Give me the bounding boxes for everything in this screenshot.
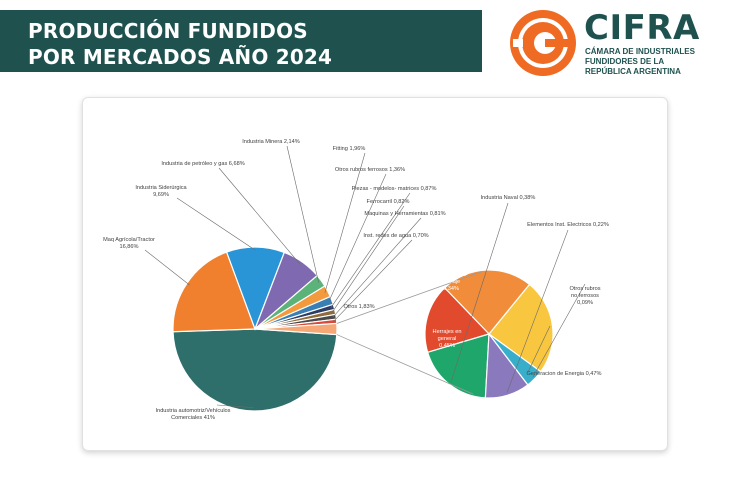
label-main-otros-1-83: Otros 1,83% bbox=[343, 304, 374, 310]
title-banner: PRODUCCIÓN FUNDIDOS POR MERCADOS AÑO 202… bbox=[0, 10, 482, 72]
logo-subtitle-line-1: CÁMARA DE INDUSTRIALES bbox=[585, 47, 695, 56]
label-main-industria-minera-2-14: Industria Minera 2,14% bbox=[242, 139, 300, 145]
leader-line-otros-rubros-ferrosos-1-36 bbox=[328, 173, 387, 302]
label-main-ferrocarril-0-82: Ferrocarril 0,82% bbox=[367, 199, 410, 205]
leader-line-inst-redes-de-agua-0-70 bbox=[333, 239, 413, 322]
label-secondary-herrajes-en-general-0-45: Herrajes en general 0,45% bbox=[433, 329, 462, 349]
slice-secondary-linea-blanca-menaje-0-34 bbox=[424, 286, 491, 354]
label-main-otros-rubros-ferrosos-1-36: Otros rubros ferrosos 1,36% bbox=[335, 167, 405, 173]
label-secondary-elementos-inst-electricos-0-22: Elementos Inst. Electricos 0,22% bbox=[527, 222, 609, 228]
label-secondary-generacion-de-energia-0-47: Generacion de Energia 0,47% bbox=[527, 371, 602, 377]
chart-panel: Industria automotriz/Vehículos Comerciale… bbox=[82, 97, 668, 451]
label-secondary-otros-rubros-no-ferrosos-0-09: Otros rubros no ferrosos 0,09% bbox=[569, 286, 600, 306]
slice-secondary-generacion-de-energia-0-47 bbox=[488, 283, 554, 373]
label-secondary-linea-blanca-menaje-0-34: Linea blanca-menaje 0,34% bbox=[434, 272, 468, 292]
cifra-c-logo-icon bbox=[510, 10, 576, 76]
slice-secondary-otros-rubros-no-ferrosos-0-09 bbox=[488, 333, 542, 386]
slice-main-otros-1-83 bbox=[254, 322, 338, 336]
label-main-industria-de-petroleo-y-gas-6-68: Industria de petróleo y gas 6,68% bbox=[161, 161, 244, 167]
label-main-inst-redes-de-agua-0-70: Inst. redes de agua 0,70% bbox=[363, 233, 428, 239]
leader-line-industria-automotriz-vehiculos-comerciales-41 bbox=[216, 404, 254, 408]
label-main-maquinas-y-herramientas-0-81: Maquinas y Herramientas 0,81% bbox=[364, 211, 445, 217]
label-main-industria-siderurgica-9-69: Industria Siderúrgica 9,69% bbox=[135, 185, 187, 198]
leader-line-otros-rubros-no-ferrosos-0-09 bbox=[532, 283, 586, 378]
slice-main-industria-automotriz-vehiculos-comerciales-41 bbox=[172, 328, 338, 412]
leader-line-industria-minera-2-14 bbox=[286, 145, 319, 283]
leader-line-maquinas-y-herramientas-0-81 bbox=[332, 217, 422, 318]
logo-subtitle-line-2: FUNDIDORES DE LA bbox=[585, 57, 665, 66]
connector-line-bottom bbox=[336, 334, 474, 395]
logo-wordmark: CIFRA bbox=[584, 8, 700, 48]
slice-secondary-industria-naval-0-38 bbox=[426, 333, 490, 399]
label-main-industria-automotriz-vehiculos-comerciales-41: Industria automotriz/Vehículos Comerciale… bbox=[156, 408, 231, 421]
leader-line-ferrocarril-0-82 bbox=[331, 205, 405, 313]
page-title-line-1: PRODUCCIÓN FUNDIDOS bbox=[28, 19, 308, 43]
leader-line-fitting-1-96 bbox=[324, 152, 366, 293]
label-main-maq-agricola-tractor-16-86: Maq Agrícola/Tractor 16,86% bbox=[103, 237, 155, 250]
label-main-fitting-1-96: Fitting 1,96% bbox=[333, 146, 366, 152]
leader-line-industria-de-petroleo-y-gas-6-68 bbox=[218, 167, 301, 265]
leader-line-maq-agricola-tractor-16-86 bbox=[144, 249, 190, 286]
logo-subtitle-line-3: REPÚBLICA ARGENTINA bbox=[585, 67, 681, 76]
leader-line-generacion-de-energia-0-47 bbox=[527, 325, 551, 373]
connector-line-top bbox=[336, 271, 482, 324]
cifra-logo: CIFRA CÁMARA DE INDUSTRIALES FUNDIDORES … bbox=[508, 6, 723, 82]
label-main-piezas-modelos-matrices-0-87: Piezas - modelos- matrices 0,87% bbox=[352, 186, 437, 192]
leader-line-elementos-inst-electricos-0-22 bbox=[506, 229, 569, 393]
label-secondary-industria-naval-0-38: Industria Naval 0,38% bbox=[481, 195, 536, 201]
leader-line-industria-naval-0-38 bbox=[450, 202, 509, 383]
leader-line-piezas-modelos-matrices-0-87 bbox=[330, 192, 411, 308]
pie-of-pie-chart: Industria automotriz/Vehículos Comerciale… bbox=[103, 139, 609, 421]
page-title-line-2: POR MERCADOS AÑO 2024 bbox=[28, 45, 333, 69]
leader-line-industria-siderurgica-9-69 bbox=[176, 197, 256, 251]
